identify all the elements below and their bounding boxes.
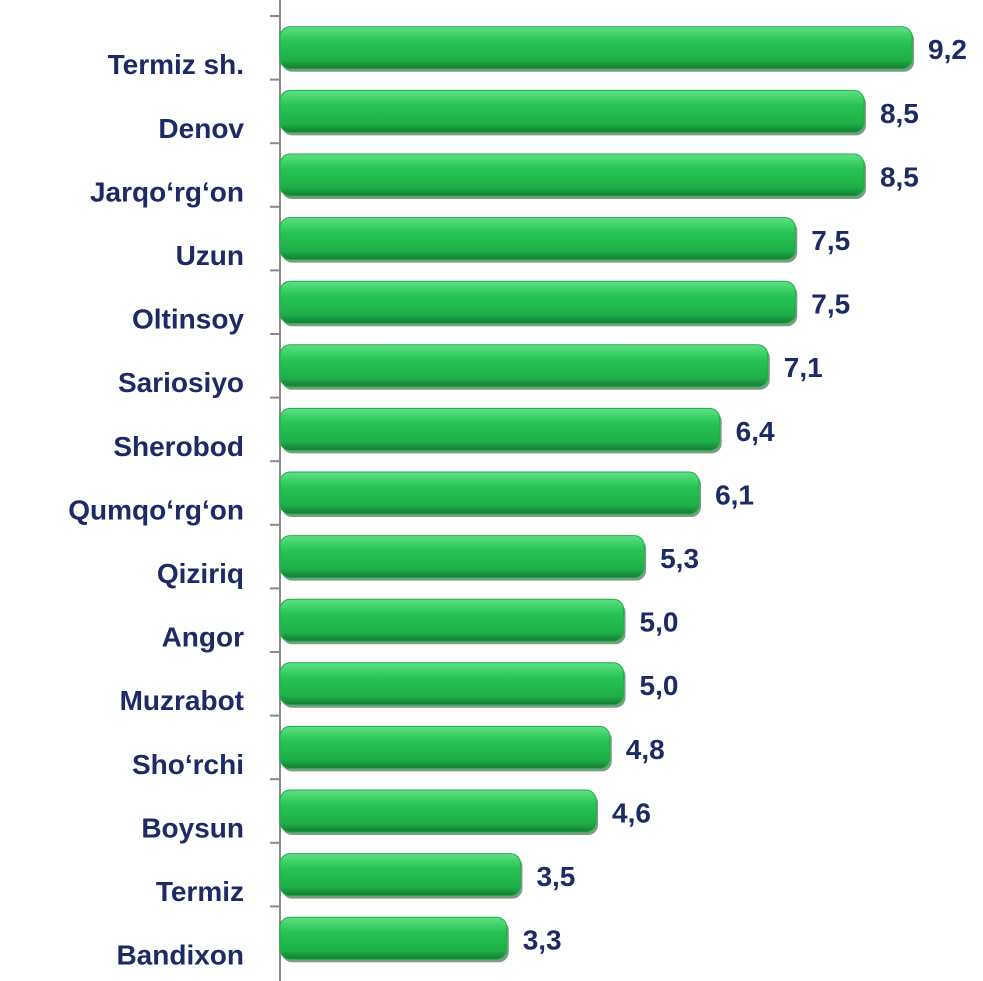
y-tick-label: Oltinsoy bbox=[132, 304, 244, 335]
value-label: 4,8 bbox=[626, 734, 665, 765]
bar bbox=[279, 471, 700, 515]
bar bbox=[279, 26, 913, 70]
bar bbox=[279, 89, 865, 133]
y-tick-label: Denov bbox=[158, 113, 244, 144]
y-tick-label: Bandixon bbox=[116, 940, 244, 971]
value-label: 4,6 bbox=[612, 797, 651, 828]
bar bbox=[279, 153, 865, 197]
value-label: 5,0 bbox=[640, 670, 679, 701]
bar bbox=[279, 662, 624, 706]
value-label: 5,3 bbox=[660, 543, 699, 574]
bar bbox=[279, 725, 611, 769]
value-label: 3,5 bbox=[536, 861, 575, 892]
y-tick-label: Boysun bbox=[141, 812, 244, 843]
y-tick-label: Termiz sh. bbox=[108, 49, 244, 80]
value-label: 7,5 bbox=[811, 289, 850, 320]
bar bbox=[279, 280, 796, 324]
y-tick-label: Sherobod bbox=[113, 431, 244, 462]
bar bbox=[279, 217, 796, 261]
y-tick-label: Qiziriq bbox=[157, 558, 244, 589]
bar bbox=[279, 789, 597, 833]
bar bbox=[279, 853, 521, 897]
value-label: 7,5 bbox=[811, 225, 850, 256]
value-label: 6,1 bbox=[715, 479, 754, 510]
bar bbox=[279, 598, 624, 642]
bar bbox=[279, 535, 645, 579]
y-tick-label: Qumqo‘rg‘on bbox=[68, 494, 244, 525]
y-tick-label: Angor bbox=[162, 622, 245, 653]
y-tick-label: Uzun bbox=[176, 240, 244, 271]
bar bbox=[279, 916, 508, 960]
y-tick-label: Jarqo‘rg‘on bbox=[90, 176, 244, 207]
value-label: 8,5 bbox=[880, 161, 919, 192]
value-label: 9,2 bbox=[928, 34, 967, 65]
value-label: 6,4 bbox=[736, 416, 775, 447]
y-tick-label: Sariosiyo bbox=[118, 367, 244, 398]
y-tick-label: Sho‘rchi bbox=[132, 749, 244, 780]
value-label: 3,3 bbox=[523, 925, 562, 956]
bar bbox=[279, 407, 721, 451]
y-tick-label: Muzrabot bbox=[120, 685, 244, 716]
value-label: 8,5 bbox=[880, 98, 919, 129]
y-tick-label: Termiz bbox=[156, 876, 244, 907]
value-label: 7,1 bbox=[784, 352, 823, 383]
bar bbox=[279, 344, 769, 388]
value-label: 5,0 bbox=[640, 607, 679, 638]
